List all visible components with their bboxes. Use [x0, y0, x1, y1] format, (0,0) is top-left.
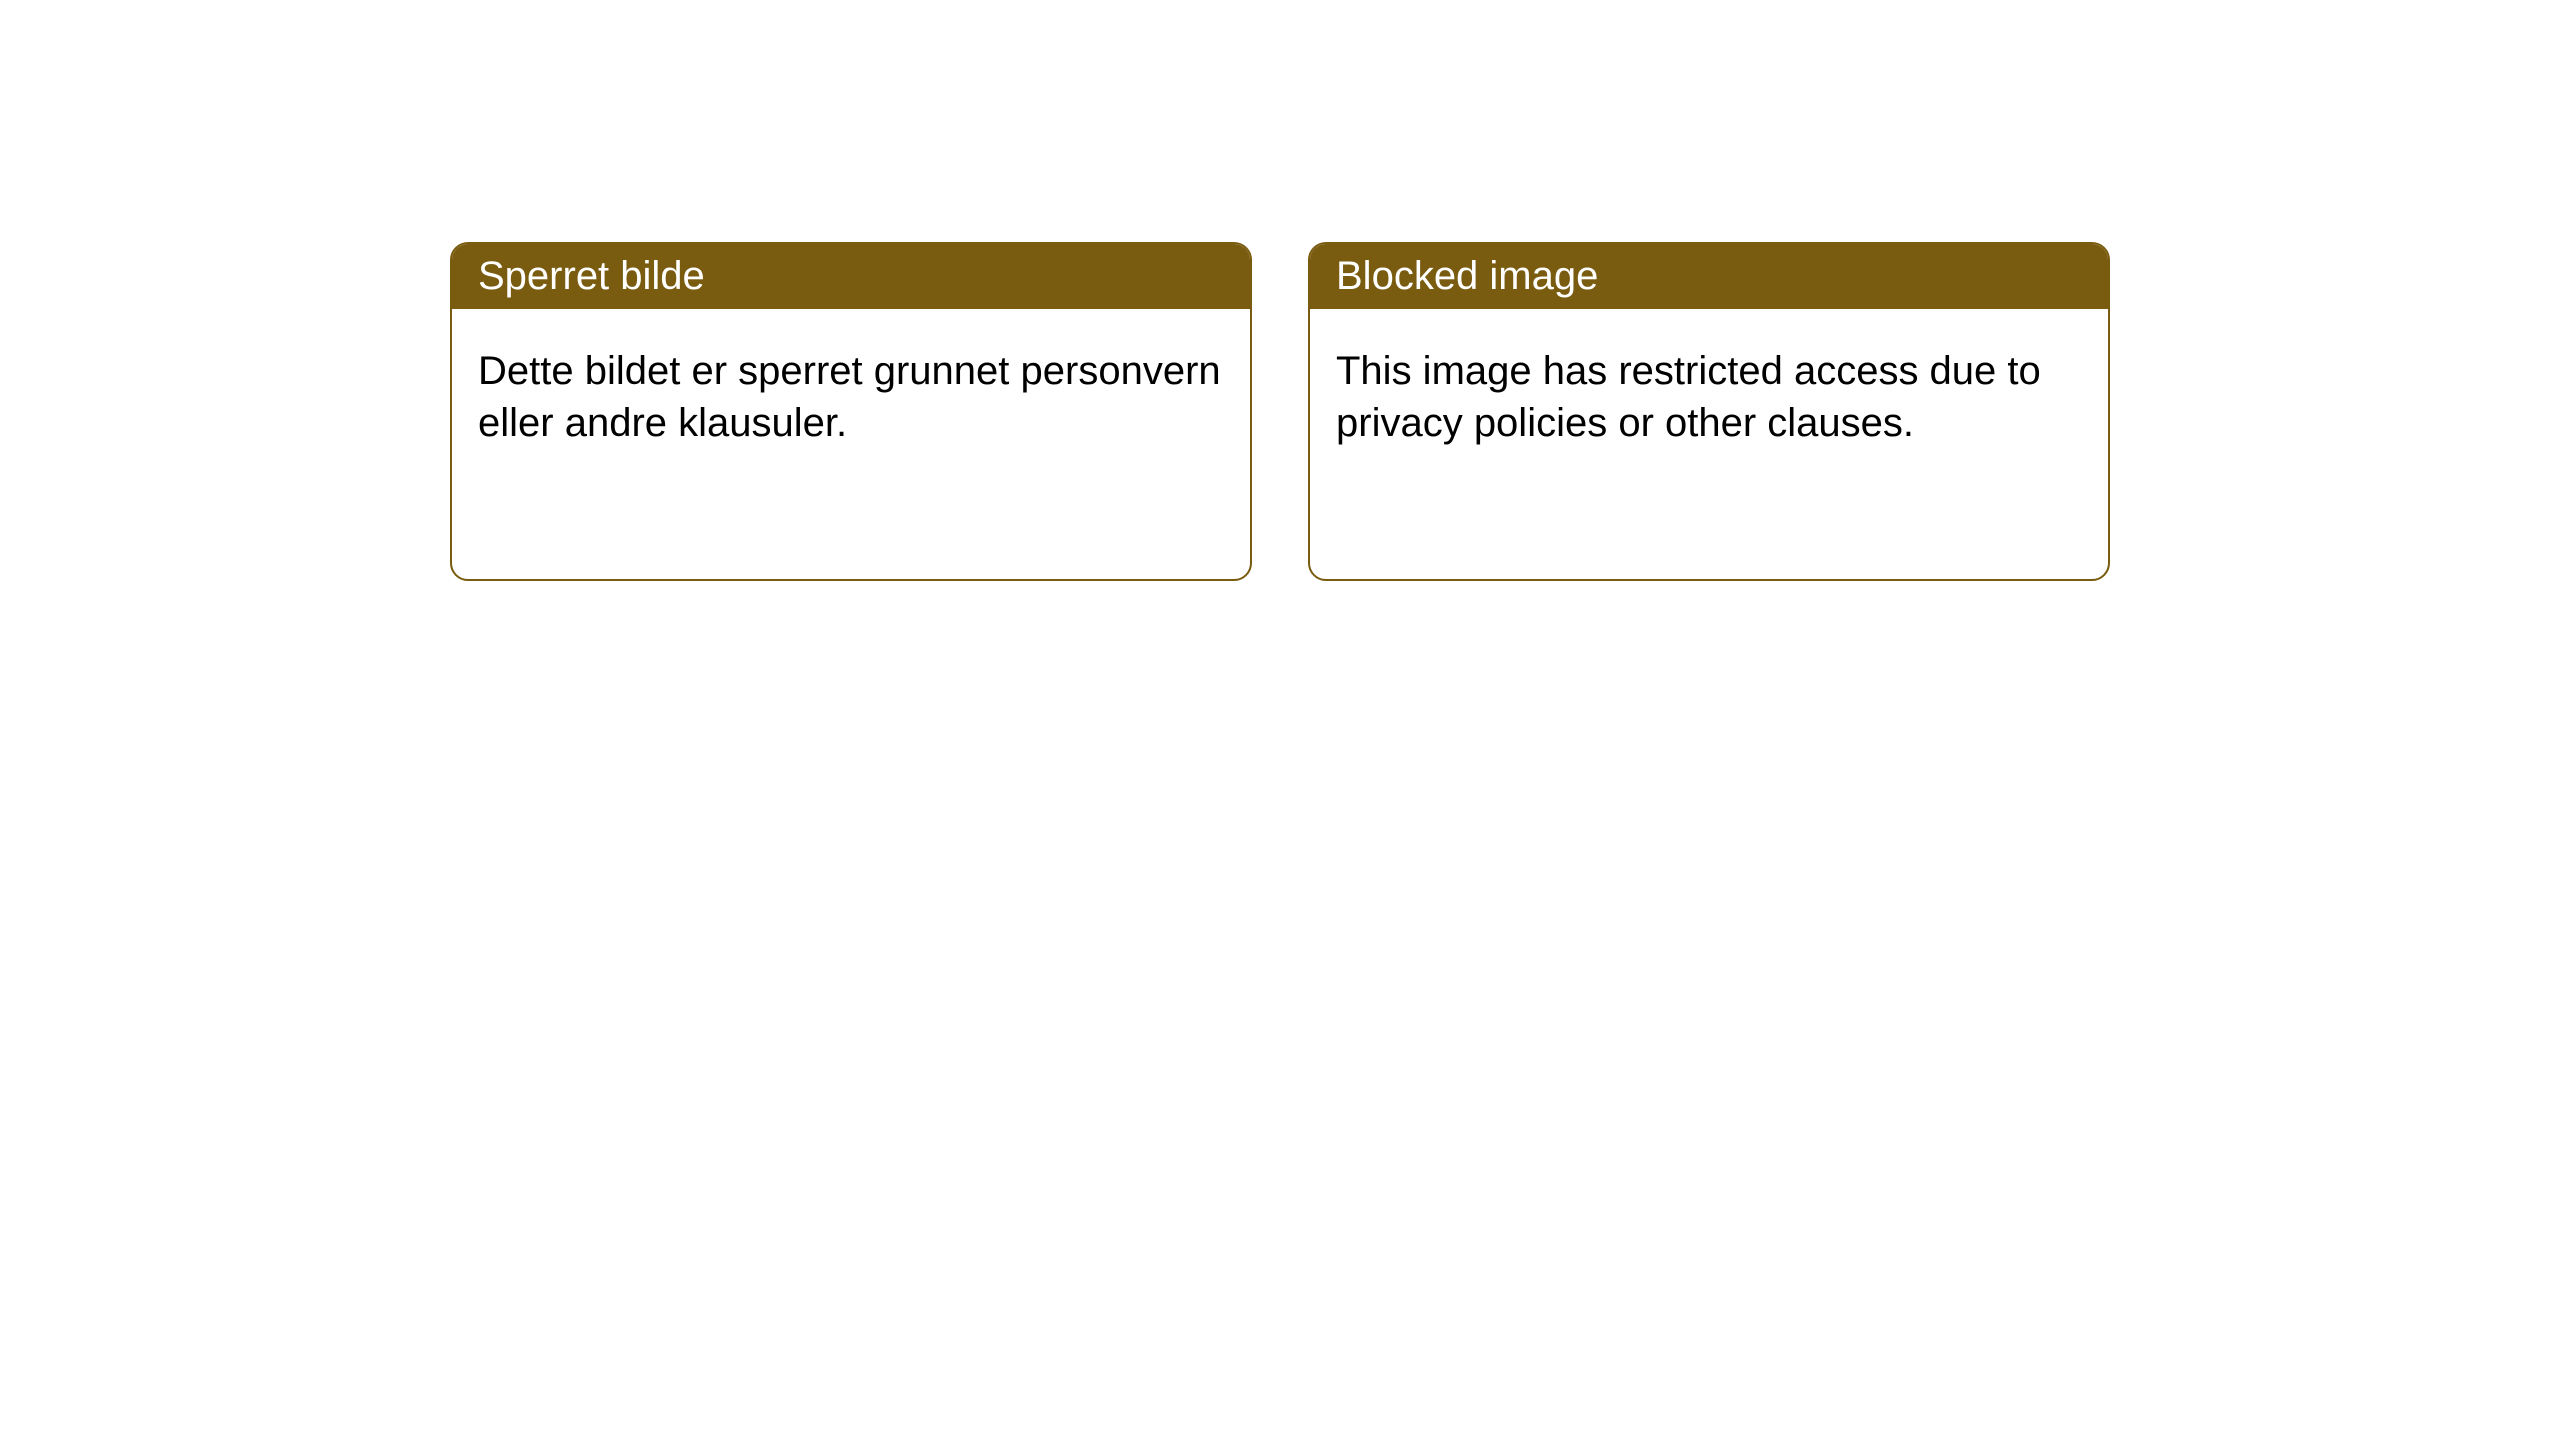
card-body-text-en: This image has restricted access due to …	[1336, 349, 2041, 445]
blocked-image-card-en: Blocked image This image has restricted …	[1308, 242, 2110, 581]
cards-container: Sperret bilde Dette bildet er sperret gr…	[0, 0, 2560, 581]
card-header-text-no: Sperret bilde	[478, 254, 705, 298]
card-body-text-no: Dette bildet er sperret grunnet personve…	[478, 349, 1221, 445]
card-header-text-en: Blocked image	[1336, 254, 1598, 298]
card-header-no: Sperret bilde	[452, 244, 1250, 309]
blocked-image-card-no: Sperret bilde Dette bildet er sperret gr…	[450, 242, 1252, 581]
card-body-en: This image has restricted access due to …	[1310, 309, 2108, 485]
card-body-no: Dette bildet er sperret grunnet personve…	[452, 309, 1250, 485]
card-header-en: Blocked image	[1310, 244, 2108, 309]
